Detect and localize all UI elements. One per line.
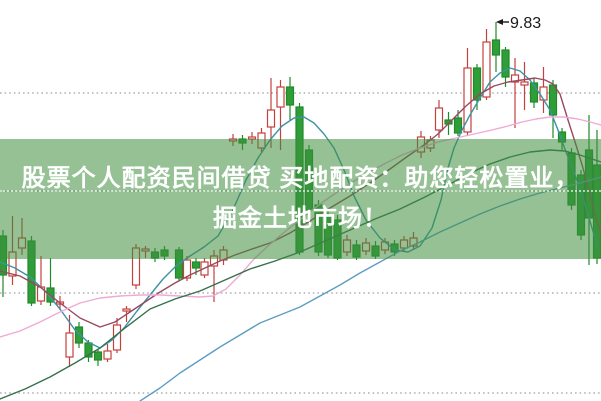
candle-body [482,41,491,98]
price-label: 9.83 [510,15,541,32]
banner-line-1: 股票个人配资民间借贷 买地配资：助您轻松置业， [21,165,580,192]
candle-body [453,117,463,134]
candle-body [501,49,510,78]
candle-body [103,350,112,360]
candle-body [463,67,472,133]
candle-body [74,326,84,344]
candle-body [434,107,444,131]
candle-body [529,82,539,103]
candle-body [93,351,103,361]
candle-body [472,67,482,101]
candle-body [285,86,295,106]
price-arrow-head [496,19,503,25]
candle-body [520,81,529,86]
candle-body [539,86,548,101]
banner-line-2: 掘金土地市场！ [213,205,388,232]
candle-body [122,308,131,312]
candle-body [266,109,276,128]
candle-body [65,332,74,358]
candle-body [276,86,285,108]
promo-banner: 股票个人配资民间借贷 买地配资：助您轻松置业， 掘金土地市场！ [0,139,601,259]
candle-body [191,261,201,269]
candle-body [510,74,520,83]
candle-body [491,39,501,56]
candle-body [182,259,192,279]
gridline-over-banner [0,190,601,192]
